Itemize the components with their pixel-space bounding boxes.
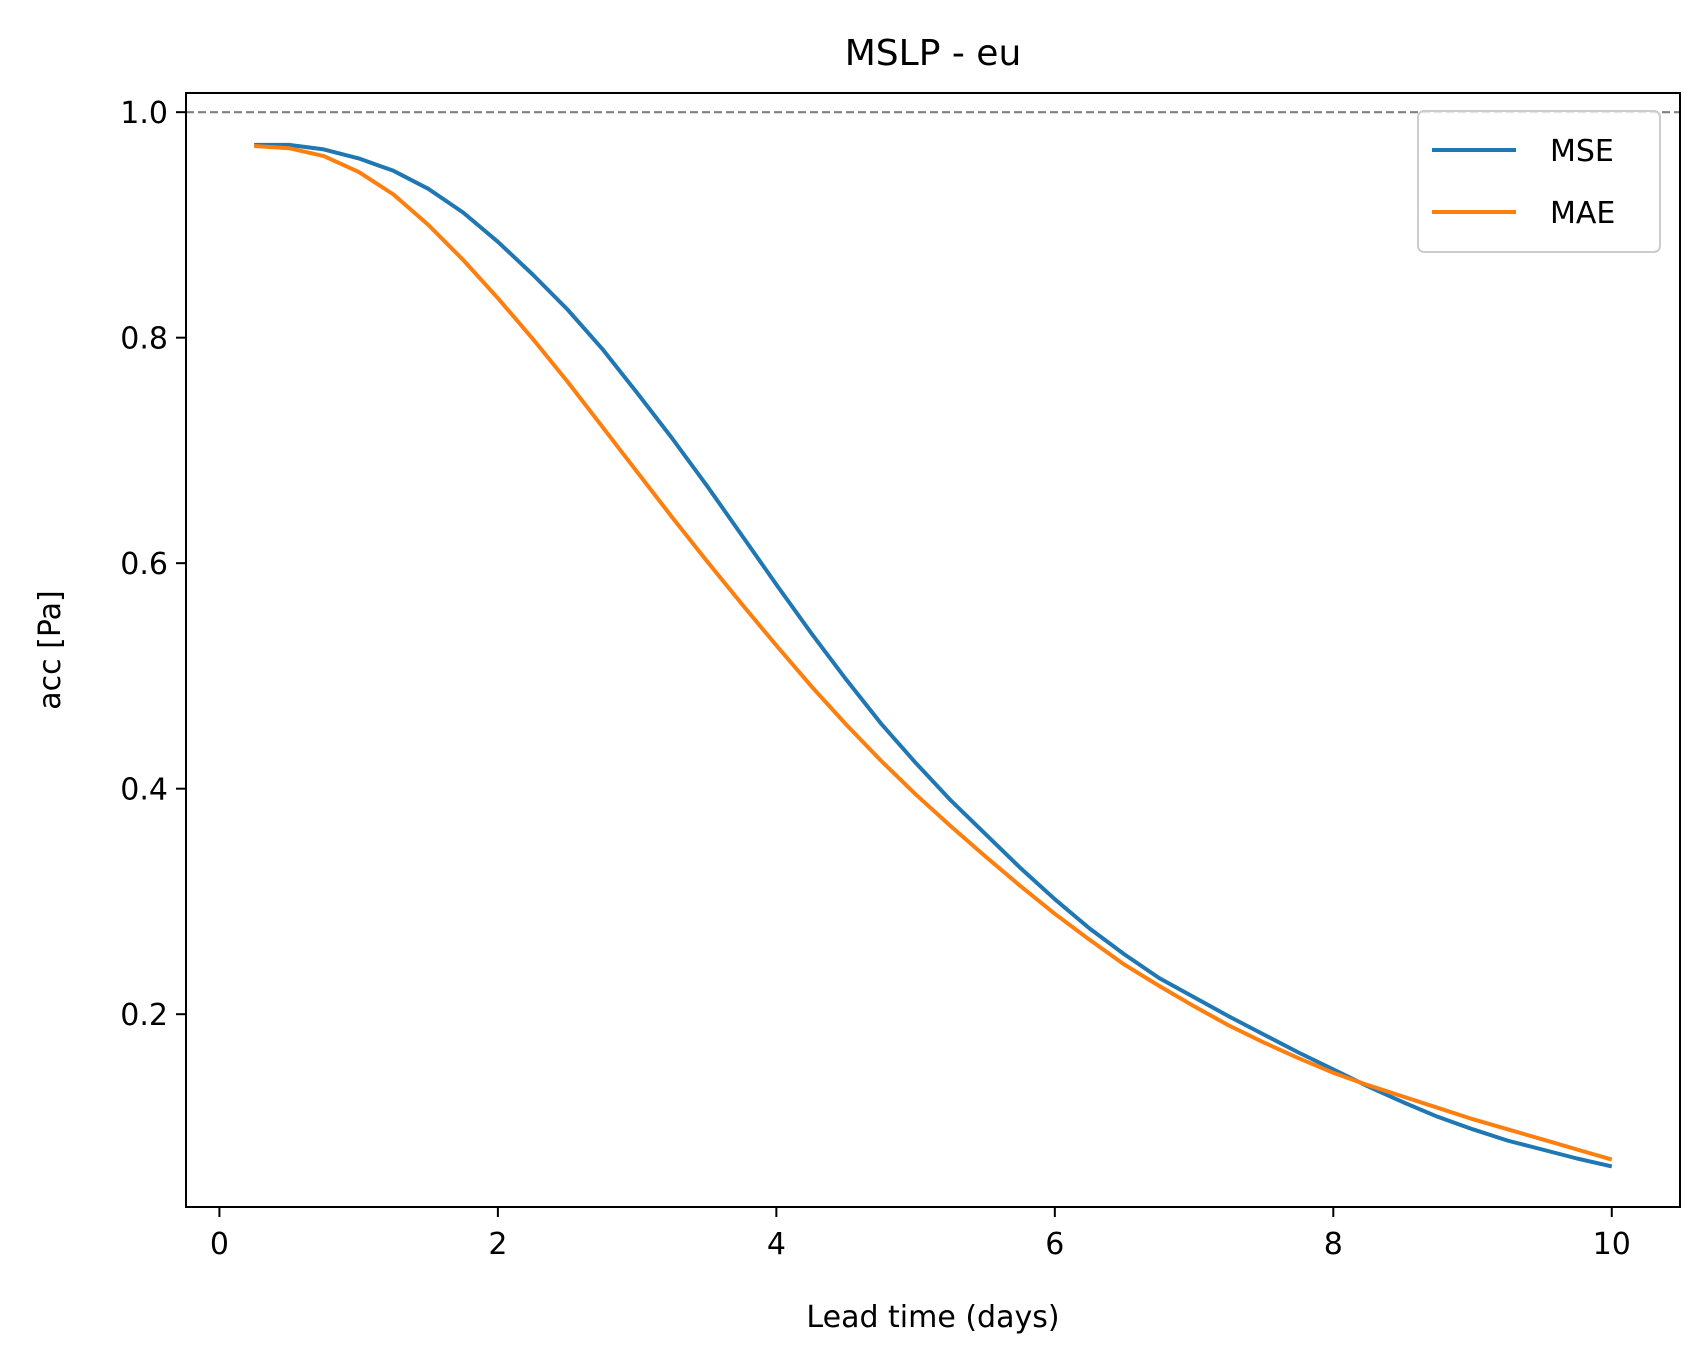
x-tick-label: 10 [1593,1227,1631,1262]
legend-label-mse: MSE [1550,134,1614,169]
legend: MSE MAE [1417,110,1661,253]
y-tick-label: 0.6 [120,547,168,582]
y-tick-label: 0.8 [120,322,168,357]
y-tick-label: 1.0 [120,96,168,131]
x-tick-label: 6 [1045,1227,1064,1262]
series-line-mae [254,144,1613,1162]
x-tick-label: 0 [210,1227,229,1262]
series-line-mse [254,142,1613,1169]
x-axis-ticks: 0 2 4 6 8 10 [210,1207,1631,1262]
x-axis-label: Lead time (days) [806,1300,1059,1335]
x-tick-label: 8 [1324,1227,1343,1262]
legend-label-mae: MAE [1550,196,1615,231]
series-layer [254,142,1613,1169]
x-tick-label: 2 [488,1227,507,1262]
legend-box [1417,110,1661,253]
plot-area [186,93,1680,1207]
x-tick-label: 4 [767,1227,786,1262]
chart-title: MSLP - eu [845,33,1022,74]
y-tick-label: 0.2 [120,998,168,1033]
y-tick-label: 0.4 [120,773,168,808]
y-axis-label: acc [Pa] [33,590,68,709]
y-axis-ticks: 0.2 0.4 0.6 0.8 1.0 [120,96,186,1033]
plot-frame [185,92,1681,1208]
